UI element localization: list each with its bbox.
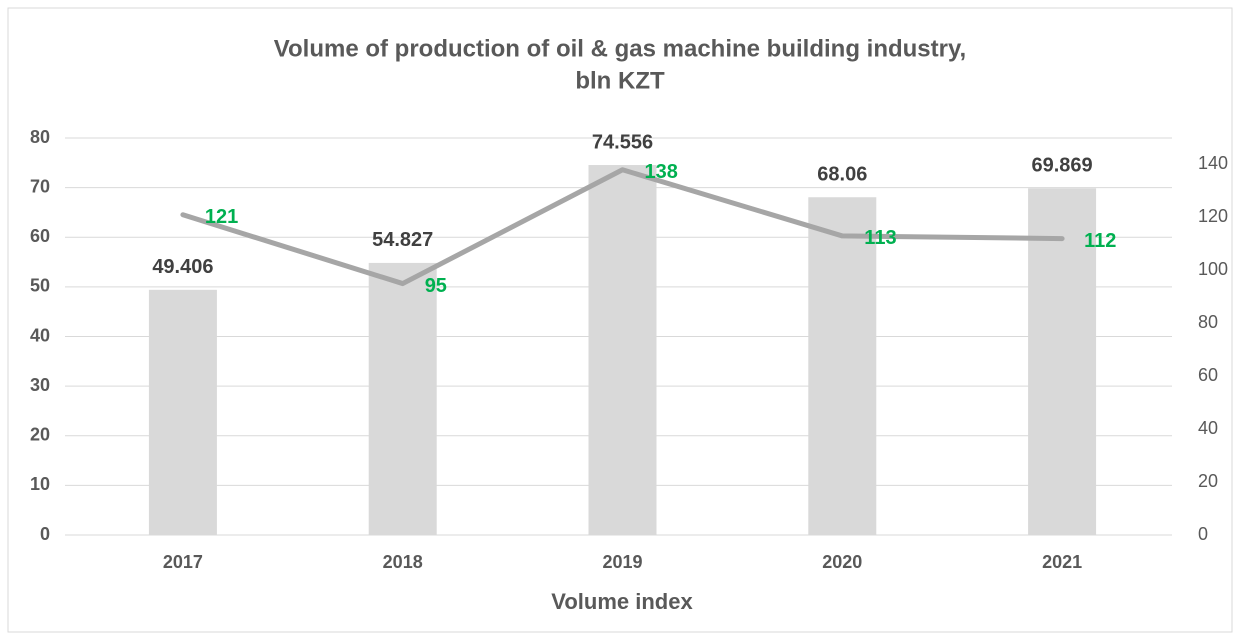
y-tick-label: 10 — [30, 474, 50, 494]
bar — [368, 262, 437, 535]
line-value-label: 121 — [205, 206, 238, 228]
x-axis-title: Volume index — [551, 589, 693, 614]
y2-tick-label: 100 — [1198, 259, 1228, 279]
y-tick-label: 70 — [30, 176, 50, 196]
bar-value-label: 74.556 — [592, 131, 653, 153]
y-tick-label: 40 — [30, 325, 50, 345]
y-tick-label: 50 — [30, 276, 50, 296]
x-tick-label: 2018 — [383, 552, 423, 572]
y-tick-label: 20 — [30, 425, 50, 445]
bar — [588, 165, 657, 535]
chart-title: Volume of production of oil & gas machin… — [274, 35, 966, 62]
y2-tick-label: 0 — [1198, 524, 1208, 544]
line-value-label: 113 — [864, 227, 896, 249]
bar — [148, 289, 217, 535]
bar — [1028, 188, 1097, 535]
x-tick-label: 2017 — [163, 552, 203, 572]
y-tick-label: 60 — [30, 226, 50, 246]
x-tick-label: 2021 — [1042, 552, 1082, 572]
y2-tick-label: 40 — [1198, 418, 1218, 438]
y2-tick-label: 20 — [1198, 471, 1218, 491]
y2-tick-label: 140 — [1198, 153, 1228, 173]
line-value-label: 112 — [1084, 230, 1116, 252]
line-value-label: 138 — [645, 161, 678, 183]
bar-value-label: 69.869 — [1032, 155, 1093, 177]
bar-value-label: 68.06 — [817, 164, 867, 186]
y2-tick-label: 80 — [1198, 312, 1218, 332]
chart-title: bln KZT — [575, 67, 665, 94]
line-value-label: 95 — [425, 275, 447, 297]
y-tick-label: 30 — [30, 375, 50, 395]
bar-value-label: 54.827 — [372, 229, 433, 251]
x-tick-label: 2019 — [602, 552, 642, 572]
y-tick-label: 80 — [30, 127, 50, 147]
bar-value-label: 49.406 — [152, 256, 213, 278]
y-tick-label: 0 — [40, 524, 50, 544]
line — [180, 167, 1065, 287]
x-tick-label: 2020 — [822, 552, 862, 572]
y2-tick-label: 120 — [1198, 206, 1228, 226]
y2-tick-label: 60 — [1198, 365, 1218, 385]
bar — [808, 197, 877, 535]
